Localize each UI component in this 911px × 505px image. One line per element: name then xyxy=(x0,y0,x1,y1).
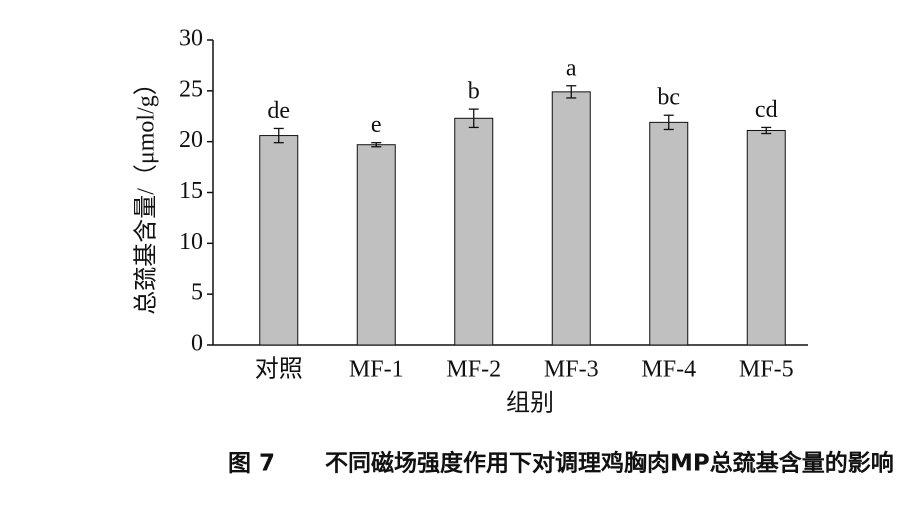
y-axis-title: 总巯基含量/（μmol/g） xyxy=(133,71,160,315)
bar xyxy=(746,129,786,346)
bar xyxy=(259,135,299,346)
y-tick-label: 10 xyxy=(179,229,203,255)
significance-letter: e xyxy=(371,112,382,138)
bar xyxy=(454,117,494,346)
bar xyxy=(551,91,591,346)
bar xyxy=(356,144,396,346)
error-bar xyxy=(566,85,577,99)
y-tick-label: 5 xyxy=(191,280,203,306)
significance-letter: b xyxy=(468,79,480,105)
significance-letter: cd xyxy=(755,97,778,123)
significance-letter: bc xyxy=(657,85,680,111)
y-tick-label: 20 xyxy=(179,127,203,153)
y-tick-label: 0 xyxy=(191,331,203,357)
error-bar xyxy=(663,114,674,131)
significance-letter: de xyxy=(267,98,290,124)
y-tick-label: 30 xyxy=(179,26,203,52)
bar xyxy=(649,121,689,346)
y-tick-label: 15 xyxy=(179,178,203,204)
error-bar xyxy=(468,108,479,129)
x-tick-label: MF-3 xyxy=(544,357,599,383)
y-tick-label: 25 xyxy=(179,76,203,102)
error-bar xyxy=(761,126,772,135)
x-tick-label: MF-1 xyxy=(349,357,404,383)
error-bar xyxy=(371,142,382,148)
x-tick-label: MF-2 xyxy=(446,357,501,383)
x-tick-label: MF-5 xyxy=(739,357,794,383)
error-bar xyxy=(273,127,284,144)
x-axis-title: 组别 xyxy=(506,390,554,417)
caption: 不同磁场强度作用下对调理鸡胸肉MP总巯基含量的影响 xyxy=(325,450,894,477)
significance-letter: a xyxy=(566,55,577,81)
figure-number: 图 7 xyxy=(228,451,275,477)
x-tick-label: 对照 xyxy=(255,356,303,383)
x-tick-label: MF-4 xyxy=(641,357,696,383)
